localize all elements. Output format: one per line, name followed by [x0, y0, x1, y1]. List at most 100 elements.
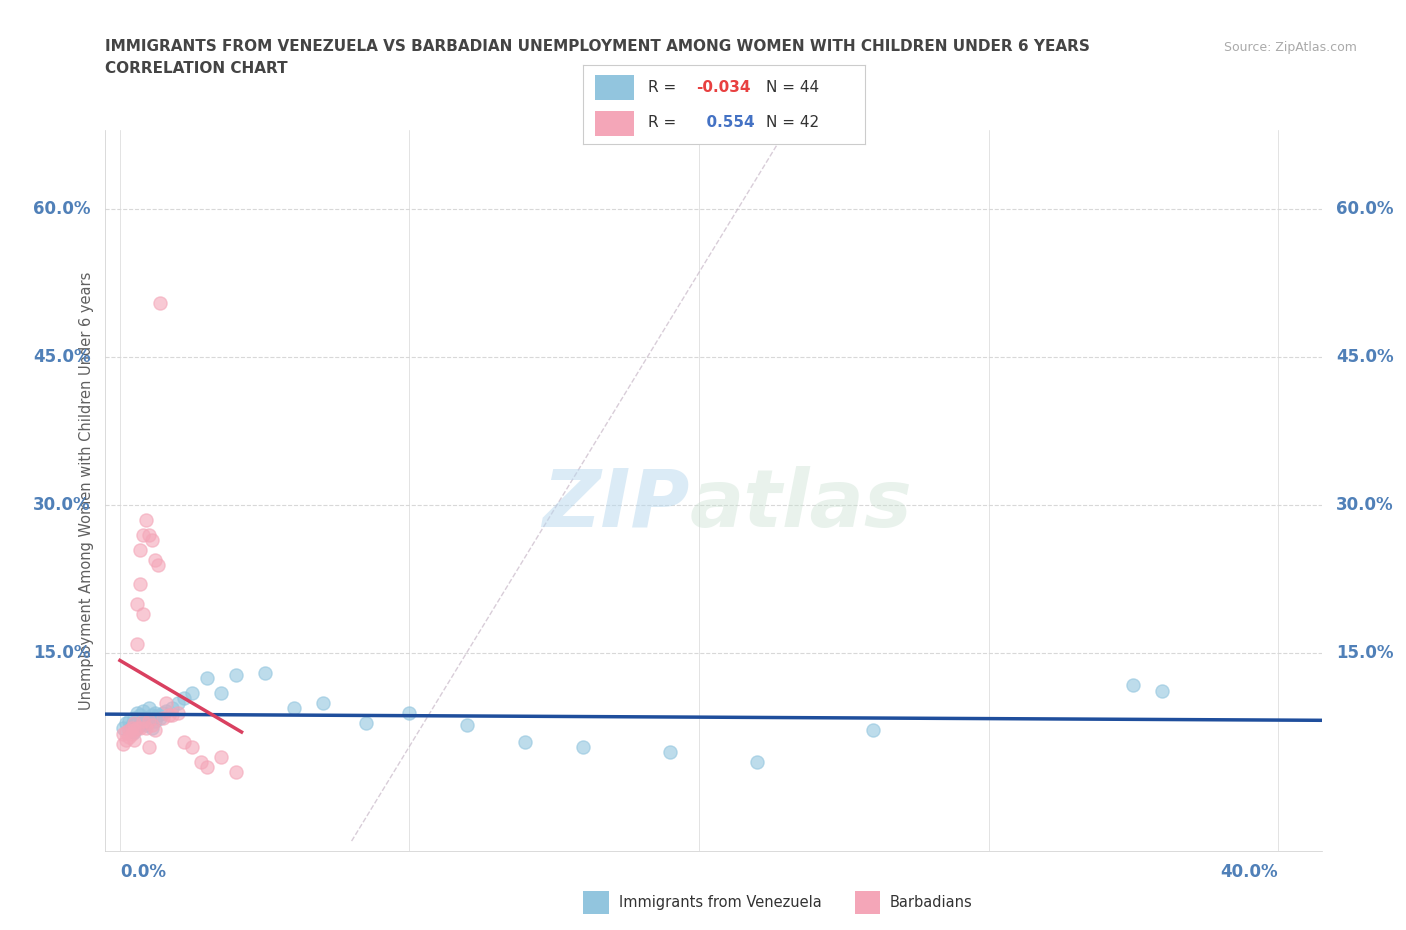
- Point: [862, 723, 884, 737]
- Point: [114, 733, 136, 748]
- Point: [121, 727, 143, 742]
- Point: [129, 717, 152, 732]
- Text: Barbadians: Barbadians: [890, 895, 973, 910]
- Point: [745, 754, 768, 769]
- Point: [146, 557, 169, 572]
- Text: N = 44: N = 44: [766, 80, 820, 95]
- Point: [155, 703, 177, 718]
- Point: [135, 711, 157, 725]
- Point: [141, 717, 163, 732]
- Text: R =: R =: [648, 115, 682, 130]
- Point: [283, 700, 305, 715]
- Point: [173, 690, 195, 705]
- Point: [181, 685, 204, 700]
- Point: [141, 707, 163, 722]
- Point: [111, 720, 134, 735]
- Text: 45.0%: 45.0%: [34, 349, 91, 366]
- Point: [124, 723, 146, 737]
- Text: 15.0%: 15.0%: [1336, 644, 1393, 662]
- Point: [1152, 684, 1174, 698]
- Point: [143, 723, 166, 737]
- Point: [141, 720, 163, 735]
- Point: [132, 703, 155, 718]
- Point: [111, 727, 134, 742]
- Point: [166, 705, 188, 720]
- Point: [181, 740, 204, 755]
- Point: [135, 717, 157, 732]
- Point: [659, 745, 682, 760]
- Point: [515, 735, 537, 750]
- Point: [124, 733, 146, 748]
- Point: [127, 720, 149, 735]
- Text: R =: R =: [648, 80, 682, 95]
- Text: Source: ZipAtlas.com: Source: ZipAtlas.com: [1223, 41, 1357, 54]
- Point: [138, 740, 160, 755]
- Point: [572, 740, 595, 755]
- Text: CORRELATION CHART: CORRELATION CHART: [105, 61, 288, 76]
- Text: 60.0%: 60.0%: [34, 200, 91, 219]
- Text: 0.554: 0.554: [696, 115, 755, 130]
- Point: [225, 668, 247, 683]
- Point: [209, 750, 232, 764]
- Point: [225, 764, 247, 779]
- Bar: [595, 74, 634, 100]
- Point: [117, 730, 139, 745]
- Point: [195, 760, 218, 775]
- Point: [129, 707, 152, 722]
- Point: [117, 713, 139, 728]
- Text: -0.034: -0.034: [696, 80, 751, 95]
- Point: [253, 666, 276, 681]
- Point: [129, 542, 152, 557]
- Point: [1122, 678, 1144, 693]
- Point: [143, 705, 166, 720]
- Point: [166, 696, 188, 711]
- Point: [132, 713, 155, 728]
- Point: [354, 715, 377, 730]
- Point: [152, 711, 174, 725]
- Point: [160, 707, 183, 722]
- Point: [157, 707, 180, 722]
- Point: [124, 711, 146, 725]
- Text: 60.0%: 60.0%: [1336, 200, 1393, 219]
- Point: [398, 705, 420, 720]
- Point: [173, 735, 195, 750]
- Point: [143, 713, 166, 728]
- Point: [132, 527, 155, 542]
- Text: 0.0%: 0.0%: [120, 863, 166, 881]
- Point: [114, 715, 136, 730]
- Point: [117, 723, 139, 737]
- Point: [143, 552, 166, 567]
- Point: [127, 636, 149, 651]
- Text: 40.0%: 40.0%: [1220, 863, 1278, 881]
- Point: [135, 720, 157, 735]
- Point: [129, 720, 152, 735]
- Point: [138, 700, 160, 715]
- Point: [121, 717, 143, 732]
- Text: Immigrants from Venezuela: Immigrants from Venezuela: [619, 895, 821, 910]
- Point: [138, 713, 160, 728]
- Point: [152, 705, 174, 720]
- Point: [155, 696, 177, 711]
- Bar: [595, 111, 634, 137]
- Point: [114, 725, 136, 740]
- Text: atlas: atlas: [689, 466, 912, 544]
- Point: [195, 671, 218, 685]
- Point: [121, 720, 143, 735]
- Point: [146, 707, 169, 722]
- Point: [132, 715, 155, 730]
- Text: 45.0%: 45.0%: [1336, 349, 1393, 366]
- Text: 30.0%: 30.0%: [34, 497, 91, 514]
- Text: IMMIGRANTS FROM VENEZUELA VS BARBADIAN UNEMPLOYMENT AMONG WOMEN WITH CHILDREN UN: IMMIGRANTS FROM VENEZUELA VS BARBADIAN U…: [105, 39, 1090, 54]
- Point: [135, 512, 157, 527]
- Text: 30.0%: 30.0%: [1336, 497, 1393, 514]
- Point: [124, 715, 146, 730]
- Point: [129, 577, 152, 591]
- Text: 15.0%: 15.0%: [34, 644, 91, 662]
- Point: [160, 700, 183, 715]
- Point: [456, 717, 478, 732]
- Text: ZIP: ZIP: [541, 466, 689, 544]
- Point: [127, 720, 149, 735]
- Y-axis label: Unemployment Among Women with Children Under 6 years: Unemployment Among Women with Children U…: [79, 272, 94, 710]
- Point: [190, 754, 212, 769]
- Point: [127, 705, 149, 720]
